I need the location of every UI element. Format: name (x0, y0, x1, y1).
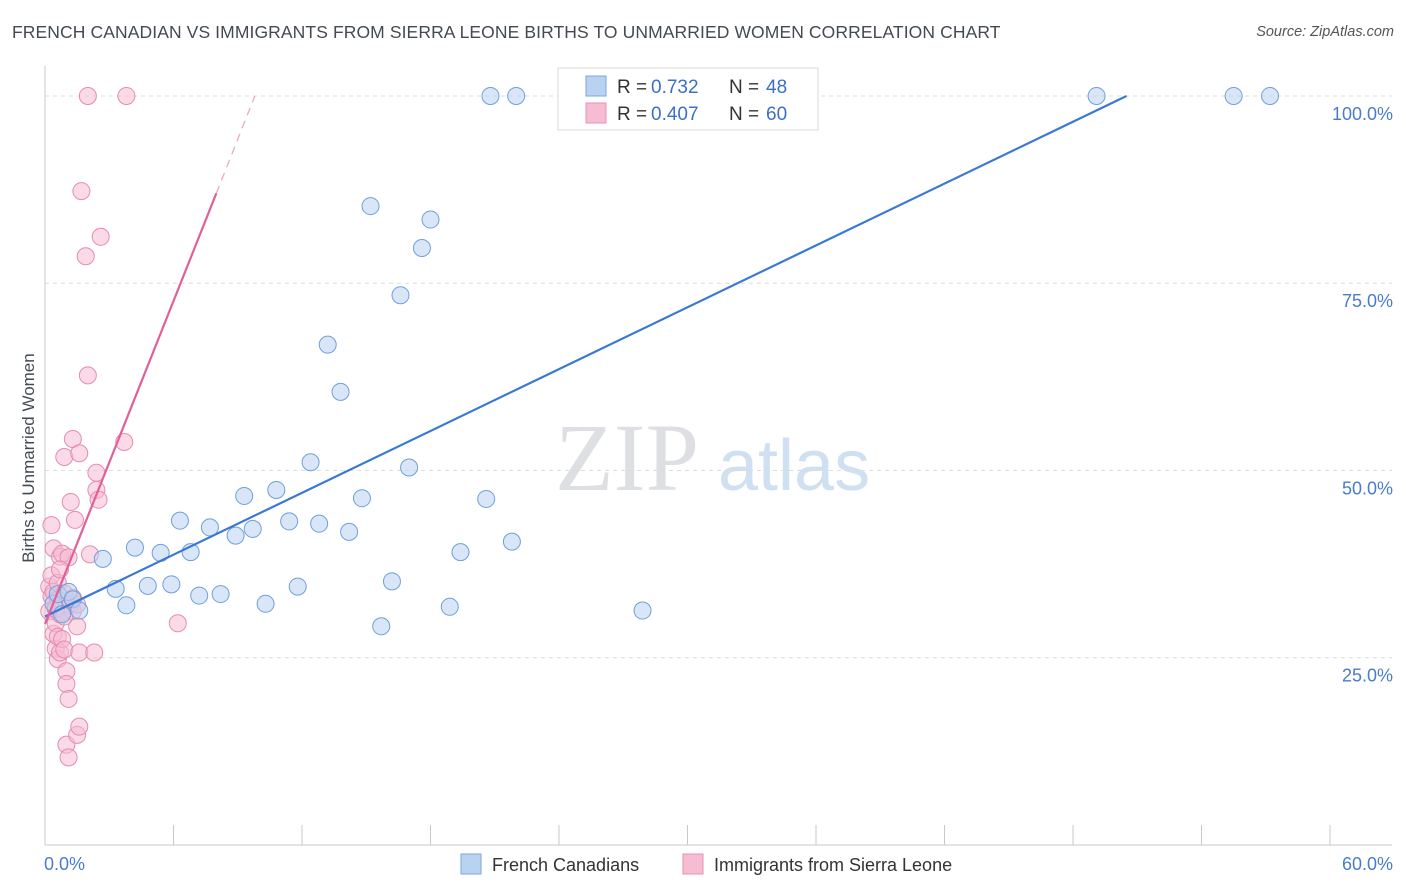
sierra-leone-point (70, 643, 89, 662)
french-canadian-point (1224, 86, 1243, 105)
trend-line-sierra-leone (43, 192, 218, 625)
series-legend-label-blue: French Canadians (492, 855, 639, 875)
french-canadian-point (481, 86, 500, 105)
series-legend-swatch-blue (460, 853, 482, 875)
french-canadian-point (633, 601, 652, 620)
legend-n-value-pink: 60 (766, 104, 787, 125)
legend-swatch-blue (585, 75, 607, 97)
french-canadian-point (352, 489, 371, 508)
series-sierra-leone-points (40, 86, 187, 767)
french-canadian-point (170, 511, 189, 530)
french-canadian-point (93, 549, 112, 568)
french-canadian-point (1087, 86, 1106, 105)
french-canadian-point (190, 586, 209, 605)
french-canadian-point (243, 519, 262, 538)
watermark: ZIP atlas (555, 404, 870, 511)
french-canadian-point (267, 480, 286, 499)
french-canadian-point (372, 617, 391, 636)
french-canadian-point (256, 594, 275, 613)
sierra-leone-point (57, 674, 76, 693)
x-tick-label-max: 60.0% (1342, 854, 1393, 874)
chart-title: FRENCH CANADIAN VS IMMIGRANTS FROM SIERR… (12, 22, 1001, 42)
x-tick-label-min: 0.0% (44, 854, 85, 874)
sierra-leone-point (55, 447, 74, 466)
series-french-canadians-points (44, 86, 1280, 636)
sierra-leone-point (72, 182, 91, 201)
french-canadian-point (502, 532, 521, 551)
watermark-atlas: atlas (718, 426, 870, 506)
source-credit: Source: ZipAtlas.com (1256, 24, 1394, 40)
sierra-leone-point (59, 689, 78, 708)
sierra-leone-point (91, 227, 110, 246)
french-canadian-point (412, 239, 431, 258)
y-tick-label: 100.0% (1332, 104, 1393, 124)
series-legend: French Canadians Immigrants from Sierra … (460, 853, 952, 875)
french-canadian-point (125, 538, 144, 557)
trend-line-french-canadians (44, 94, 1128, 618)
french-canadian-point (70, 601, 89, 620)
sierra-leone-point (59, 748, 78, 767)
sierra-leone-point (70, 717, 89, 736)
legend-swatch-pink (585, 102, 607, 124)
french-canadian-point (361, 197, 380, 216)
legend-n-value-blue: 48 (766, 77, 787, 98)
french-canadian-point (288, 577, 307, 596)
french-canadian-point (301, 453, 320, 472)
french-canadian-point (477, 489, 496, 508)
sierra-leone-point (65, 510, 84, 529)
y-tick-label: 75.0% (1342, 291, 1393, 311)
french-canadian-point (226, 526, 245, 545)
y-tick-label: 25.0% (1342, 666, 1393, 686)
legend-r-label-blue: R = (617, 77, 647, 98)
sierra-leone-point (42, 516, 61, 535)
french-canadian-point (310, 514, 329, 533)
y-axis-label: Births to Unmarried Women (19, 353, 38, 562)
legend-n-label-blue: N = (729, 77, 759, 98)
french-canadian-point (440, 597, 459, 616)
french-canadian-point (340, 522, 359, 541)
legend-n-label-pink: N = (729, 104, 759, 125)
watermark-zip: ZIP (555, 404, 699, 511)
french-canadian-point (200, 518, 219, 537)
legend-r-value-pink: 0.407 (651, 104, 699, 125)
y-tick-labels: 25.0% 50.0% 75.0% 100.0% (1332, 104, 1393, 686)
legend-r-label-pink: R = (617, 104, 647, 125)
french-canadian-point (400, 458, 419, 477)
french-canadian-point (382, 572, 401, 591)
french-canadian-point (451, 543, 470, 562)
axes (44, 66, 1392, 846)
sierra-leone-point (85, 643, 104, 662)
sierra-leone-point (78, 86, 97, 105)
french-canadian-point (1261, 86, 1280, 105)
trend-line-sierra-leone-extension (215, 95, 256, 194)
sierra-leone-point (76, 247, 95, 266)
y-tick-label: 50.0% (1342, 478, 1393, 498)
french-canadian-point (117, 596, 136, 615)
french-canadian-point (138, 576, 157, 595)
trend-lines (43, 94, 1128, 625)
grid-lines (45, 95, 1392, 659)
sierra-leone-point (117, 86, 136, 105)
sierra-leone-point (61, 492, 80, 511)
french-canadian-point (280, 512, 299, 531)
french-canadian-point (331, 382, 350, 401)
series-legend-swatch-pink (682, 853, 704, 875)
sierra-leone-point (168, 614, 187, 633)
sierra-leone-point (55, 640, 74, 659)
french-canadian-point (318, 335, 337, 354)
series-legend-label-pink: Immigrants from Sierra Leone (714, 855, 952, 875)
x-tick-labels: 0.0% 60.0% (44, 854, 1393, 874)
french-canadian-point (507, 86, 526, 105)
stats-legend: R = 0.732 N = 48 R = 0.407 N = 60 (557, 67, 819, 131)
french-canadian-point (391, 286, 410, 305)
french-canadian-point (162, 575, 181, 594)
sierra-leone-point (78, 366, 97, 385)
french-canadian-point (235, 486, 254, 505)
legend-r-value-blue: 0.732 (651, 77, 699, 98)
sierra-leone-point (70, 444, 89, 463)
french-canadian-point (421, 210, 440, 229)
french-canadian-point (211, 585, 230, 604)
